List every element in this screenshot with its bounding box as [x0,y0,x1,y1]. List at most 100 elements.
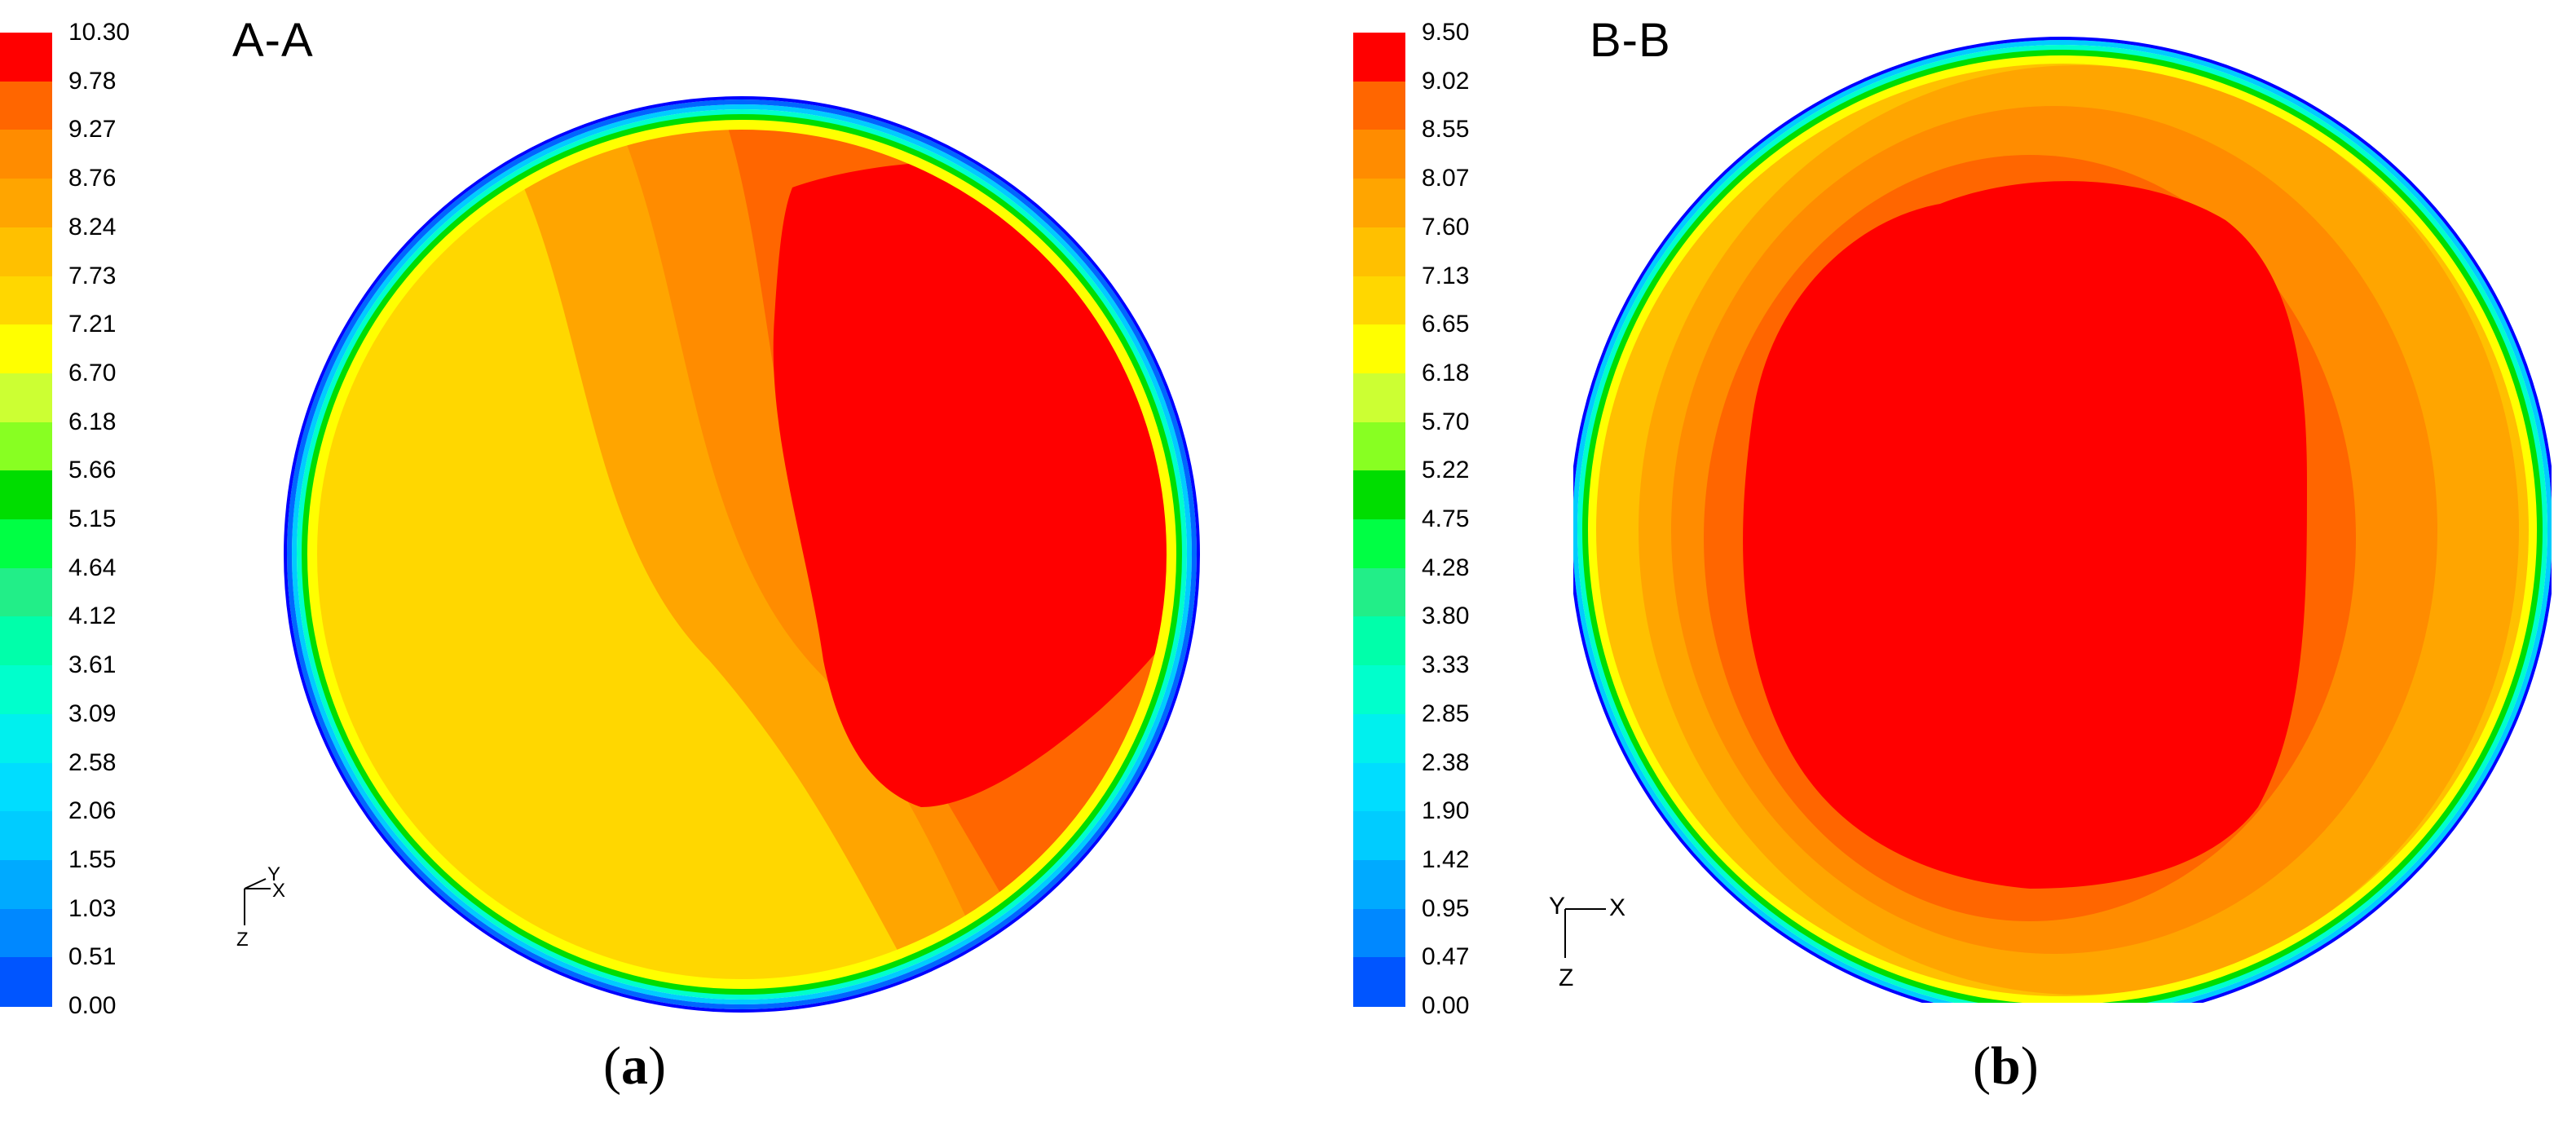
colorbar-tick-label-b: 3.80 [1422,602,1470,630]
colorbar-tick-label-b: 9.50 [1422,19,1470,46]
colorbar-swatch-b [1353,957,1405,1007]
colorbar-swatch-a [0,859,52,910]
section-title-b: B-B [1590,14,1671,67]
colorbar-tick-label-b: 8.07 [1422,165,1470,192]
colorbar-swatch-b [1353,470,1405,520]
colorbar-tick-label-b: 4.75 [1422,505,1470,532]
colorbar-swatch-a [0,665,52,715]
colorbar-tick-label-a: 10.30 [68,19,130,46]
colorbar-tick-label-b: 6.65 [1422,311,1470,338]
colorbar-tick-label-b: 2.85 [1422,700,1470,727]
colorbar-tick-label-a: 6.70 [68,359,117,386]
colorbar-tick-label-a: 7.21 [68,311,117,338]
colorbar-swatch-a [0,811,52,861]
colorbar-tick-label-b: 9.02 [1422,67,1470,95]
section-title-a: A-A [232,14,314,67]
colorbar-swatch-a [0,276,52,326]
colorbar-swatch-a [0,908,52,959]
colorbar-b: 9.50 9.02 8.55 8.07 7.60 7.13 6.65 6.18 5.70 5.22… [1353,20,1469,1018]
contour-plot-b [1573,37,2552,1003]
colorbar-swatch-b [1353,373,1405,423]
colorbar-swatch-a [0,470,52,520]
axis-label-y-a: Y [267,864,280,885]
colorbar-tick-label-a: 3.61 [68,651,117,679]
colorbar-tick-label-a: 9.78 [68,67,117,95]
colorbar-tick-label-a: 1.03 [68,894,117,922]
colorbar-tick-label-b: 7.13 [1422,262,1470,289]
colorbar-swatch-b [1353,665,1405,715]
colorbar-tick-label-a: 7.73 [68,262,117,289]
colorbar-tick-label-b: 6.18 [1422,359,1470,386]
colorbar-swatch-b [1353,179,1405,228]
colorbar-tick-label-a: 0.51 [68,943,117,971]
colorbar-swatch-b [1353,421,1405,472]
colorbar-tick-label-b: 0.47 [1422,943,1470,971]
colorbar-swatch-b [1353,859,1405,910]
colorbar-swatch-b [1353,33,1405,82]
colorbar-tick-label-b: 3.33 [1422,651,1470,679]
axis-label-y-b: Y [1549,893,1565,920]
colorbar-tick-label-b: 5.22 [1422,457,1470,484]
colorbar-swatch-b [1353,130,1405,180]
colorbar-tick-label-b: 1.42 [1422,845,1470,873]
colorbar-tick-label-a: 2.06 [68,797,117,825]
caption-a: (a) [603,1036,666,1096]
colorbar-swatch-a [0,519,52,569]
colorbar-swatch-b [1353,324,1405,374]
colorbar-swatch-b [1353,276,1405,326]
axis-triad-b: Y X Z [1549,893,1625,991]
colorbar-swatch-a [0,33,52,82]
colorbar-swatch-b [1353,616,1405,667]
colorbar-swatch-a [0,179,52,228]
colorbar-tick-label-b: 5.70 [1422,408,1470,435]
colorbar-tick-label-a: 4.12 [68,602,117,630]
caption-b: (b) [1973,1036,2039,1096]
panel-a: 10.30 9.78 9.27 8.76 8.24 7.73 7.21 6.70 6.18 5.6… [0,14,1200,1096]
colorbar-swatch-a [0,762,52,813]
colorbar-tick-label-a: 8.24 [68,213,117,241]
colorbar-swatch-b [1353,908,1405,959]
colorbar-tick-label-b: 8.55 [1422,116,1470,143]
colorbar-tick-label-a: 6.18 [68,408,117,435]
colorbar-tick-label-b: 0.00 [1422,992,1470,1019]
colorbar-tick-label-a: 3.09 [68,700,117,727]
panel-b: 9.50 9.02 8.55 8.07 7.60 7.13 6.65 6.18 5.70 5.22… [1353,0,2576,1121]
colorbar-swatch-a [0,324,52,374]
colorbar-swatch-a [0,713,52,764]
contour-plot-a [284,96,1200,1013]
colorbar-swatch-b [1353,81,1405,131]
colorbar-swatch-a [0,130,52,180]
colorbar-swatch-b [1353,811,1405,861]
contour-peak-b [1743,181,2307,889]
colorbar-tick-label-a: 2.58 [68,748,117,776]
colorbar-swatch-a [0,421,52,472]
colorbar-tick-label-b: 1.90 [1422,797,1470,825]
colorbar-tick-label-a: 0.00 [68,992,117,1019]
axis-label-z-b: Z [1559,964,1573,991]
colorbar-tick-label-a: 5.66 [68,457,117,484]
colorbar-swatch-b [1353,567,1405,618]
colorbar-tick-label-a: 5.15 [68,505,117,532]
axis-label-x-b: X [1609,894,1625,921]
colorbar-swatch-b [1353,227,1405,277]
axis-triad-a: Y X Z [236,864,285,951]
colorbar-tick-label-b: 2.38 [1422,748,1470,776]
colorbar-swatch-a [0,227,52,277]
colorbar-swatch-b [1353,713,1405,764]
colorbar-swatch-b [1353,762,1405,813]
colorbar-swatch-a [0,373,52,423]
colorbar-tick-label-b: 4.28 [1422,554,1470,581]
colorbar-swatch-a [0,616,52,667]
colorbar-swatch-a [0,957,52,1007]
colorbar-a: 10.30 9.78 9.27 8.76 8.24 7.73 7.21 6.70 6.18 5.6… [0,20,130,1018]
colorbar-tick-label-b: 0.95 [1422,894,1470,922]
axis-label-z-a: Z [236,929,249,951]
colorbar-tick-label-a: 8.76 [68,165,117,192]
colorbar-tick-label-b: 7.60 [1422,213,1470,241]
colorbar-tick-label-a: 4.64 [68,554,117,581]
axis-label-x-a: X [272,880,285,902]
colorbar-tick-label-a: 9.27 [68,116,117,143]
colorbar-tick-label-a: 1.55 [68,845,117,873]
colorbar-swatch-a [0,81,52,131]
colorbar-swatch-a [0,567,52,618]
